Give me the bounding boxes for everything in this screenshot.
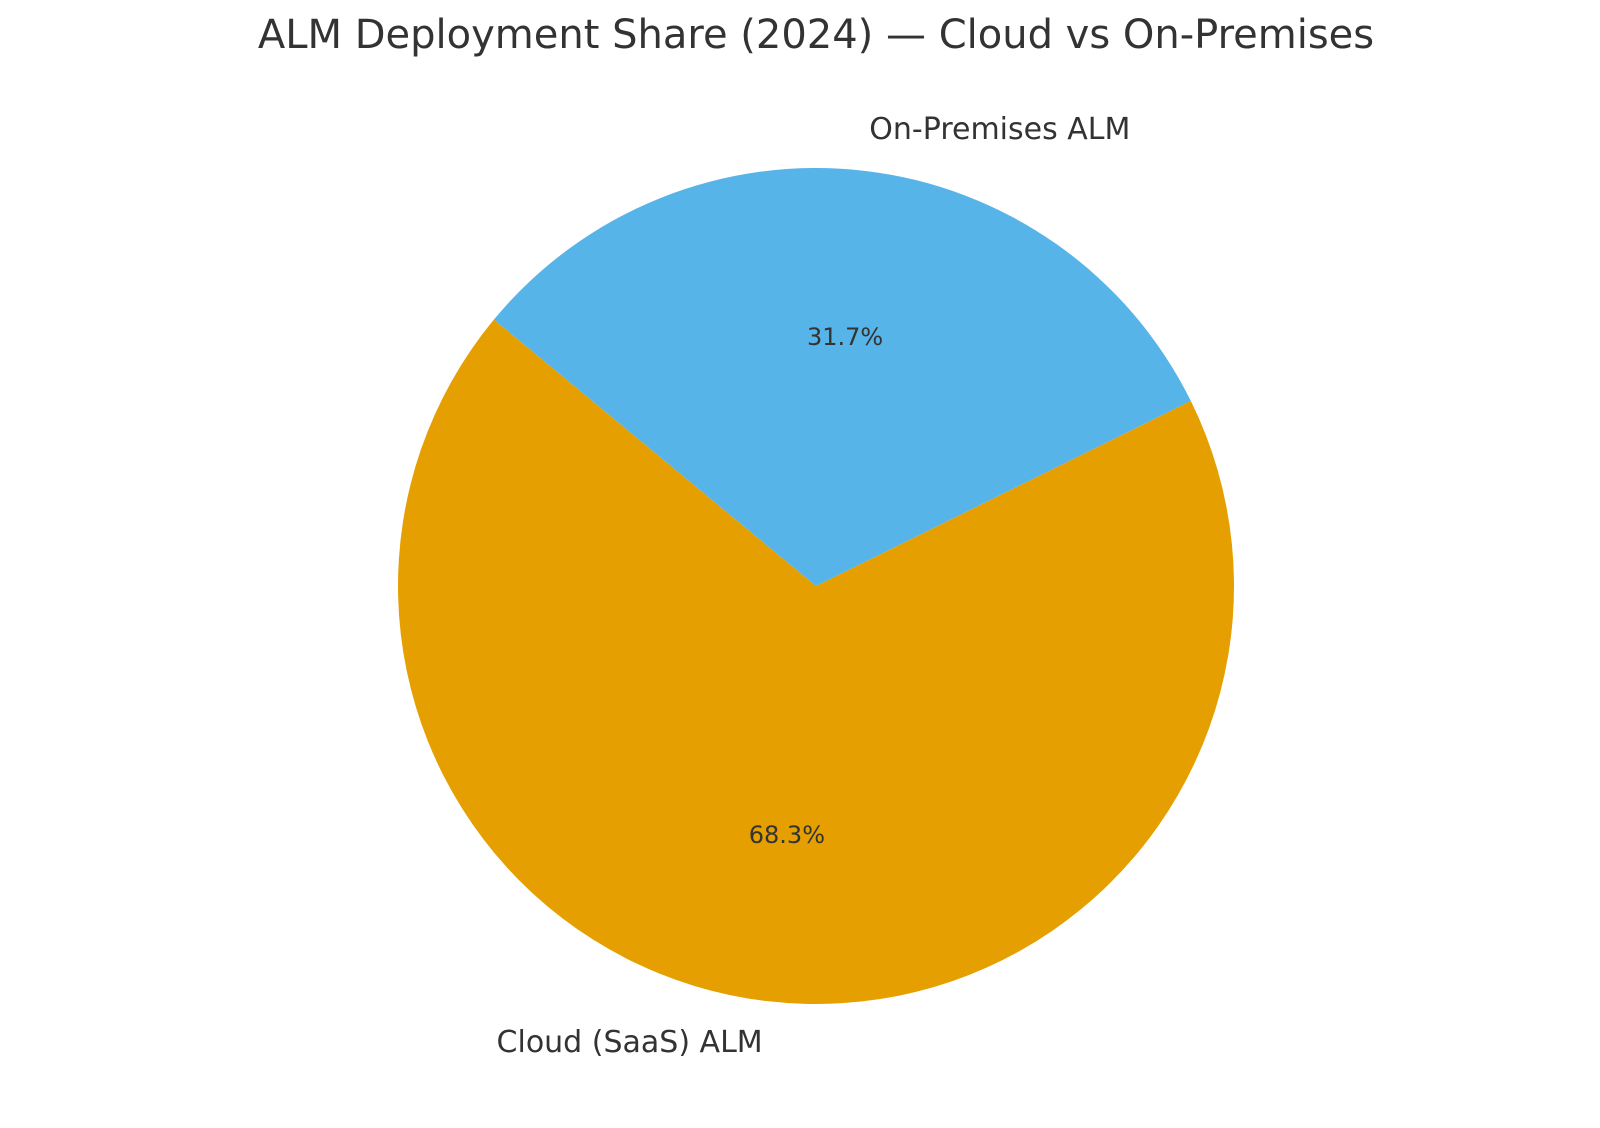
slice-percent-on-premises-alm: 31.7% (807, 323, 883, 351)
pie-slice-cloud-saas-alm (398, 319, 1235, 1005)
labels-group: Cloud (SaaS) ALM 68.3% On-Premises ALM 31.7… (497, 112, 1131, 1060)
chart-title: ALM Deployment Share (2024) — Cloud vs O… (258, 12, 1374, 58)
slices-group (398, 168, 1235, 1005)
slice-label-cloud-saas-alm: Cloud (SaaS) ALM (497, 1025, 763, 1060)
pie-slice-on-premises-alm (493, 168, 1191, 587)
slice-label-on-premises-alm: On-Premises ALM (869, 112, 1130, 147)
slice-percent-cloud-saas-alm: 68.3% (749, 821, 825, 849)
